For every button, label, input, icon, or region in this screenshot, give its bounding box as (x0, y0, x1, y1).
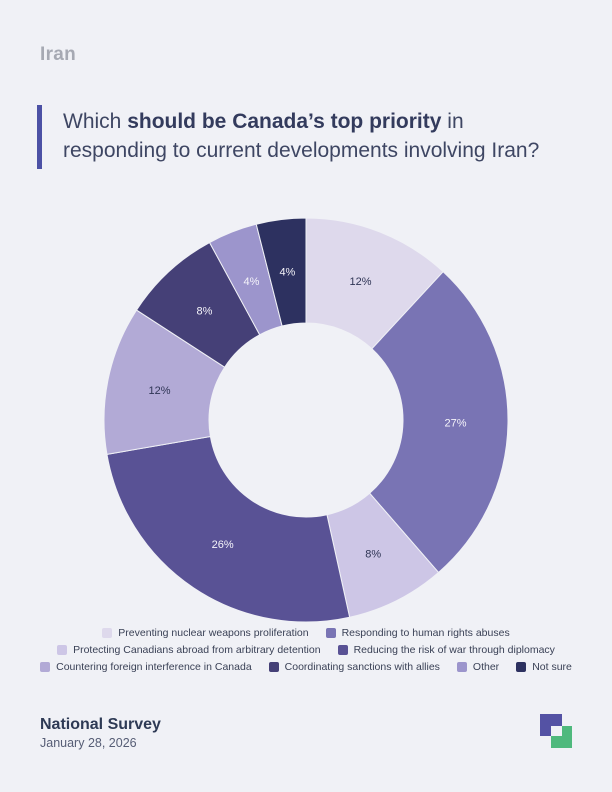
legend-item-3: Reducing the risk of war through diploma… (337, 644, 555, 656)
legend-item-4: Countering foreign interference in Canad… (40, 661, 252, 673)
slice-label-0: 12% (349, 276, 371, 288)
chart-legend: Preventing nuclear weapons proliferation… (0, 627, 612, 673)
legend-item-0: Preventing nuclear weapons proliferation (102, 627, 309, 639)
legend-swatch-4 (40, 662, 51, 672)
donut-slice-1 (369, 271, 509, 573)
legend-item-7: Not sure (516, 661, 572, 673)
slice-label-2: 8% (365, 549, 381, 561)
legend-label-7: Not sure (532, 661, 572, 673)
legend-label-5: Coordinating sanctions with allies (284, 661, 440, 673)
legend-swatch-5 (268, 662, 279, 672)
survey-date: January 28, 2026 (40, 736, 137, 750)
legend-item-2: Protecting Canadians abroad from arbitra… (57, 644, 321, 656)
legend-swatch-0 (102, 628, 113, 638)
donut-slice-7 (255, 217, 307, 327)
page-header-label: Iran (40, 44, 77, 65)
question-title-line2: responding to current developments invol… (63, 139, 540, 162)
question-title-post: in (441, 110, 464, 133)
slice-label-6: 4% (244, 276, 260, 288)
legend-row-0: Preventing nuclear weapons proliferation… (102, 627, 510, 639)
legend-label-3: Reducing the risk of war through diploma… (353, 644, 555, 656)
legend-label-1: Responding to human rights abuses (341, 627, 510, 639)
question-title-pre: Which (63, 110, 128, 133)
legend-label-6: Other (472, 661, 500, 673)
brand-logo (540, 714, 573, 750)
donut-chart: 12% 27% 8% 26% 12% 8% 4% 4% (103, 217, 509, 623)
legend-swatch-3 (337, 645, 348, 655)
legend-swatch-6 (456, 662, 467, 672)
legend-row-1: Protecting Canadians abroad from arbitra… (57, 644, 555, 656)
legend-item-5: Coordinating sanctions with allies (268, 661, 440, 673)
legend-label-2: Protecting Canadians abroad from arbitra… (73, 644, 321, 656)
legend-label-4: Countering foreign interference in Canad… (56, 661, 252, 673)
question-title-bold: should be Canada’s top priority (127, 110, 442, 133)
slice-label-1: 27% (444, 417, 466, 429)
question-title-line1: Which should be Canada’s top priority in (63, 107, 583, 136)
legend-swatch-2 (57, 645, 68, 655)
slice-label-4: 12% (148, 385, 170, 397)
legend-row-2: Countering foreign interference in Canad… (40, 661, 572, 673)
legend-item-6: Other (456, 661, 500, 673)
donut-slice-3 (106, 436, 351, 623)
legend-swatch-7 (516, 662, 527, 672)
slice-label-5: 8% (197, 305, 213, 317)
survey-name: National Survey (40, 716, 161, 733)
slice-label-7: 4% (279, 267, 295, 279)
legend-swatch-1 (325, 628, 336, 638)
slice-label-3: 26% (212, 539, 234, 551)
legend-item-1: Responding to human rights abuses (325, 627, 510, 639)
question-title: Which should be Canada’s top priority in… (37, 105, 583, 169)
legend-label-0: Preventing nuclear weapons proliferation (118, 627, 309, 639)
logo-white-square (551, 726, 562, 736)
